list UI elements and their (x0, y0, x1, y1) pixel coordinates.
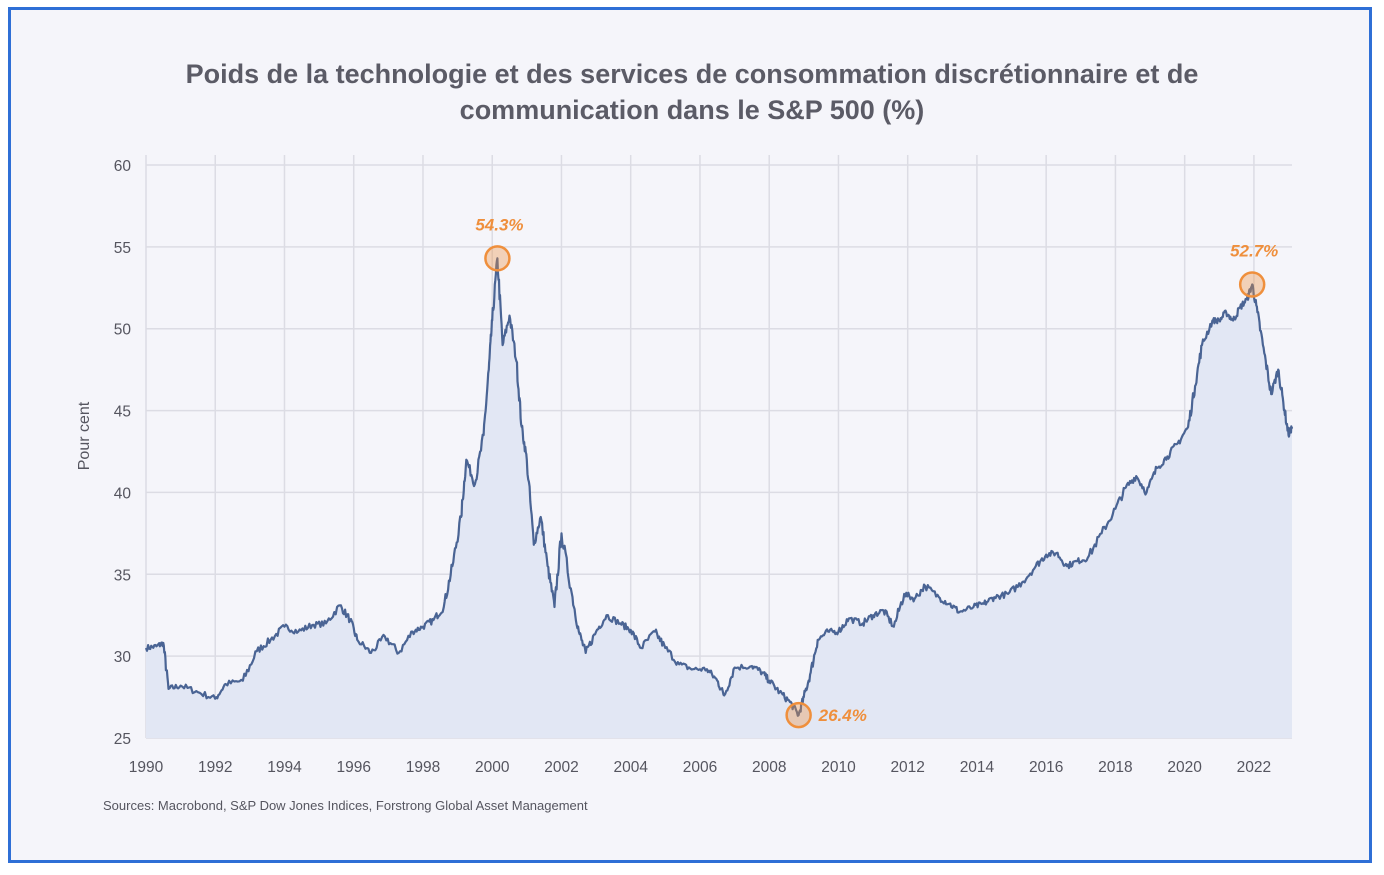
x-tick-label: 1996 (336, 759, 370, 776)
y-tick-label: 55 (114, 240, 131, 257)
x-tick-label: 2008 (752, 759, 786, 776)
series-line (144, 257, 1294, 717)
x-tick-label: 2022 (1237, 759, 1271, 776)
y-tick-label: 40 (114, 485, 132, 502)
y-axis-label: Pour cent (76, 401, 93, 470)
annotation-label: 52.7% (1230, 242, 1278, 261)
y-tick-label: 50 (114, 322, 132, 339)
x-tick-label: 2020 (1167, 759, 1202, 776)
x-tick-label: 1992 (198, 759, 232, 776)
series-area (144, 257, 1294, 738)
chart-title-line-2: communication dans le S&P 500 (%) (459, 95, 925, 125)
annotations: 54.3% 26.4% 52.7% (475, 215, 1278, 729)
x-tick-label: 1990 (129, 759, 164, 776)
x-tick-label: 2016 (1029, 759, 1063, 776)
series-area-fill (146, 258, 1292, 738)
annotation-label: 54.3% (475, 215, 523, 234)
y-tick-label: 60 (114, 158, 132, 175)
source-note: Sources: Macrobond, S&P Dow Jones Indice… (103, 798, 588, 813)
x-tick-label: 2006 (683, 759, 717, 776)
y-tick-label: 35 (114, 567, 131, 584)
annotation-label: 26.4% (818, 706, 867, 725)
y-tick-label: 25 (114, 731, 131, 748)
annotation-marker (1238, 271, 1266, 298)
chart-title: Poids de la technologie et des services … (0, 56, 1384, 128)
y-tick-label: 45 (114, 404, 131, 421)
x-tick-label: 1998 (406, 759, 440, 776)
x-tick-label: 2010 (821, 759, 856, 776)
x-tick-label: 2000 (475, 759, 510, 776)
x-tick-label: 2018 (1098, 759, 1132, 776)
chart-title-line-1: Poids de la technologie et des services … (185, 59, 1199, 89)
x-tick-label: 2014 (960, 759, 995, 776)
x-tick-label: 1994 (267, 759, 302, 776)
axis-ticks: 60 55 50 45 40 35 30 25 1990 1992 1994 1996 1998 2000… (114, 158, 1271, 776)
x-tick-label: 2012 (890, 759, 924, 776)
annotation-marker (484, 245, 511, 272)
y-tick-label: 30 (114, 649, 132, 666)
annotation-marker (785, 701, 812, 729)
x-tick-label: 2002 (544, 759, 578, 776)
x-tick-label: 2004 (613, 759, 648, 776)
